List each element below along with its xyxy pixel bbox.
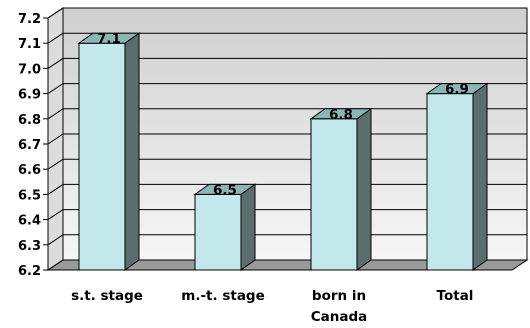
y-axis-ticks: 6.2 6.3 6.4 6.5 6.6 6.7 6.8 6.9 7.0 7.1 7.2 xyxy=(18,12,41,279)
y-tick-label: 6.8 xyxy=(18,113,41,128)
gridline xyxy=(47,32,527,44)
gridline xyxy=(47,158,527,170)
bar-side xyxy=(240,183,256,271)
gridline xyxy=(47,259,527,271)
y-tick-label: 7.2 xyxy=(18,12,41,27)
data-label: 6.8 xyxy=(329,107,353,123)
data-label: 7.1 xyxy=(97,31,121,47)
bar xyxy=(309,107,373,271)
bar-top xyxy=(309,108,373,120)
gridline xyxy=(47,7,527,19)
bar-top xyxy=(425,83,489,95)
gridline xyxy=(47,183,527,195)
y-tick-label: 6.9 xyxy=(18,88,41,103)
y-tick-label: 6.4 xyxy=(18,214,41,229)
x-category-label: born in Canada xyxy=(311,288,368,325)
y-tick-label: 6.3 xyxy=(18,239,41,254)
bar xyxy=(193,183,257,271)
y-tick-label: 6.6 xyxy=(18,163,41,178)
bar-top xyxy=(193,183,257,195)
gridline xyxy=(47,133,527,145)
y-tick-label: 7.0 xyxy=(18,62,41,77)
bar-front xyxy=(194,193,242,271)
gridline xyxy=(47,209,527,221)
x-axis-categories: s.t. stage m.-t. stage born in Canada Total xyxy=(71,288,473,325)
x-category-label: m.-t. stage xyxy=(181,288,265,304)
y-tick-label: 6.2 xyxy=(18,264,41,279)
bar-front xyxy=(426,93,474,271)
y-tick-label: 6.5 xyxy=(18,188,41,203)
gridline xyxy=(47,234,527,246)
data-label: 6.9 xyxy=(445,82,469,98)
x-category-label: s.t. stage xyxy=(71,288,143,304)
x-category-label: Total xyxy=(437,288,474,304)
bar-side xyxy=(124,32,140,271)
gridlines xyxy=(43,7,527,271)
gridline xyxy=(47,57,527,69)
y-tick-label: 7.1 xyxy=(18,37,41,52)
data-labels: 7.1 6.5 6.8 6.9 xyxy=(97,31,469,198)
bar xyxy=(77,32,141,271)
bar-front xyxy=(78,42,126,271)
gridline xyxy=(47,83,527,95)
gridline xyxy=(47,108,527,120)
bar-top xyxy=(77,32,141,44)
data-label: 6.5 xyxy=(213,182,237,198)
bar-side xyxy=(356,107,372,271)
bars xyxy=(77,32,489,271)
bar-front xyxy=(310,118,358,271)
y-tick-label: 6.7 xyxy=(18,138,41,153)
bar-side xyxy=(472,82,488,271)
bar xyxy=(425,82,489,271)
